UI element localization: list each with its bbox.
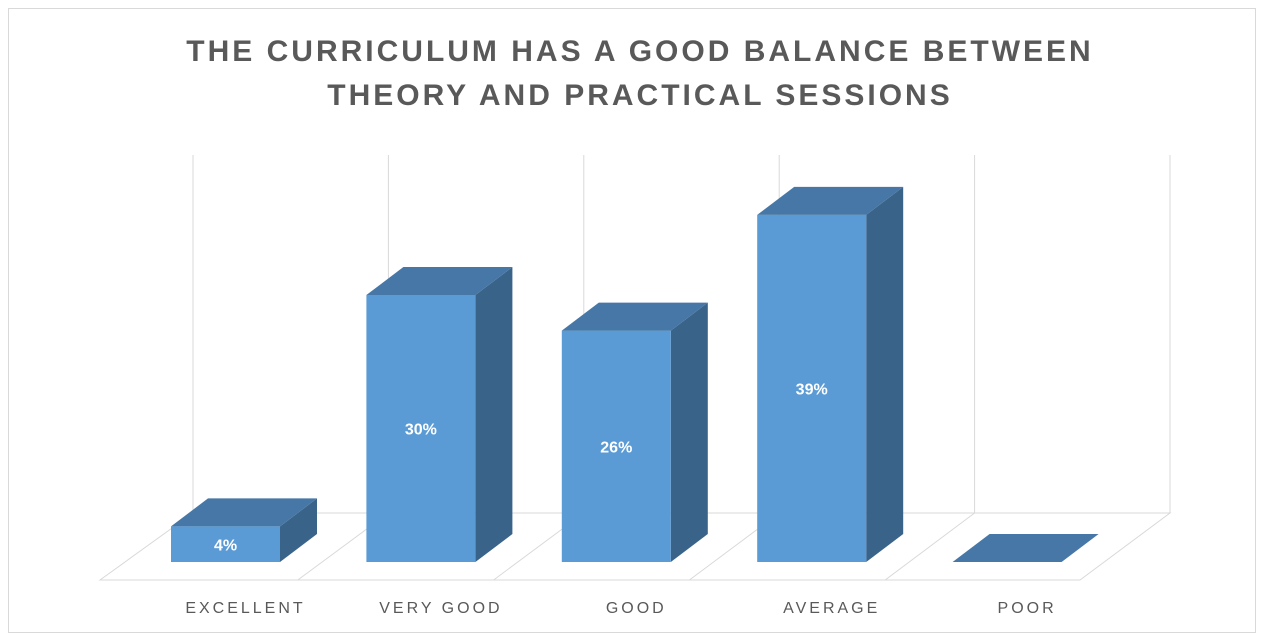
x-tick-label: POOR xyxy=(998,600,1057,617)
bar-top xyxy=(757,186,904,215)
bar xyxy=(561,330,671,562)
bar-top xyxy=(561,302,708,331)
bar xyxy=(171,526,280,562)
value-label: 26% xyxy=(600,440,632,457)
bar-side xyxy=(280,498,317,562)
floor-line xyxy=(884,512,975,581)
x-tick-label: EXCELLENT xyxy=(185,600,305,617)
x-tick-label: VERY GOOD xyxy=(379,600,502,617)
bar-side xyxy=(475,267,513,562)
chart-border xyxy=(8,8,1256,633)
value-label: 4% xyxy=(214,537,237,554)
value-label: 30% xyxy=(405,422,437,439)
bar-side xyxy=(670,302,708,562)
bar xyxy=(366,295,476,562)
x-tick-label: AVERAGE xyxy=(783,600,880,617)
chart-title: THE CURRICULUM HAS A GOOD BALANCE BETWEE… xyxy=(186,35,1094,112)
value-label: 39% xyxy=(796,382,828,399)
bar-top xyxy=(366,267,513,295)
bar xyxy=(757,214,867,562)
bar-top xyxy=(171,498,317,527)
bar-top xyxy=(952,534,1099,562)
x-tick-label: GOOD xyxy=(606,600,667,617)
bar-side xyxy=(866,186,904,562)
